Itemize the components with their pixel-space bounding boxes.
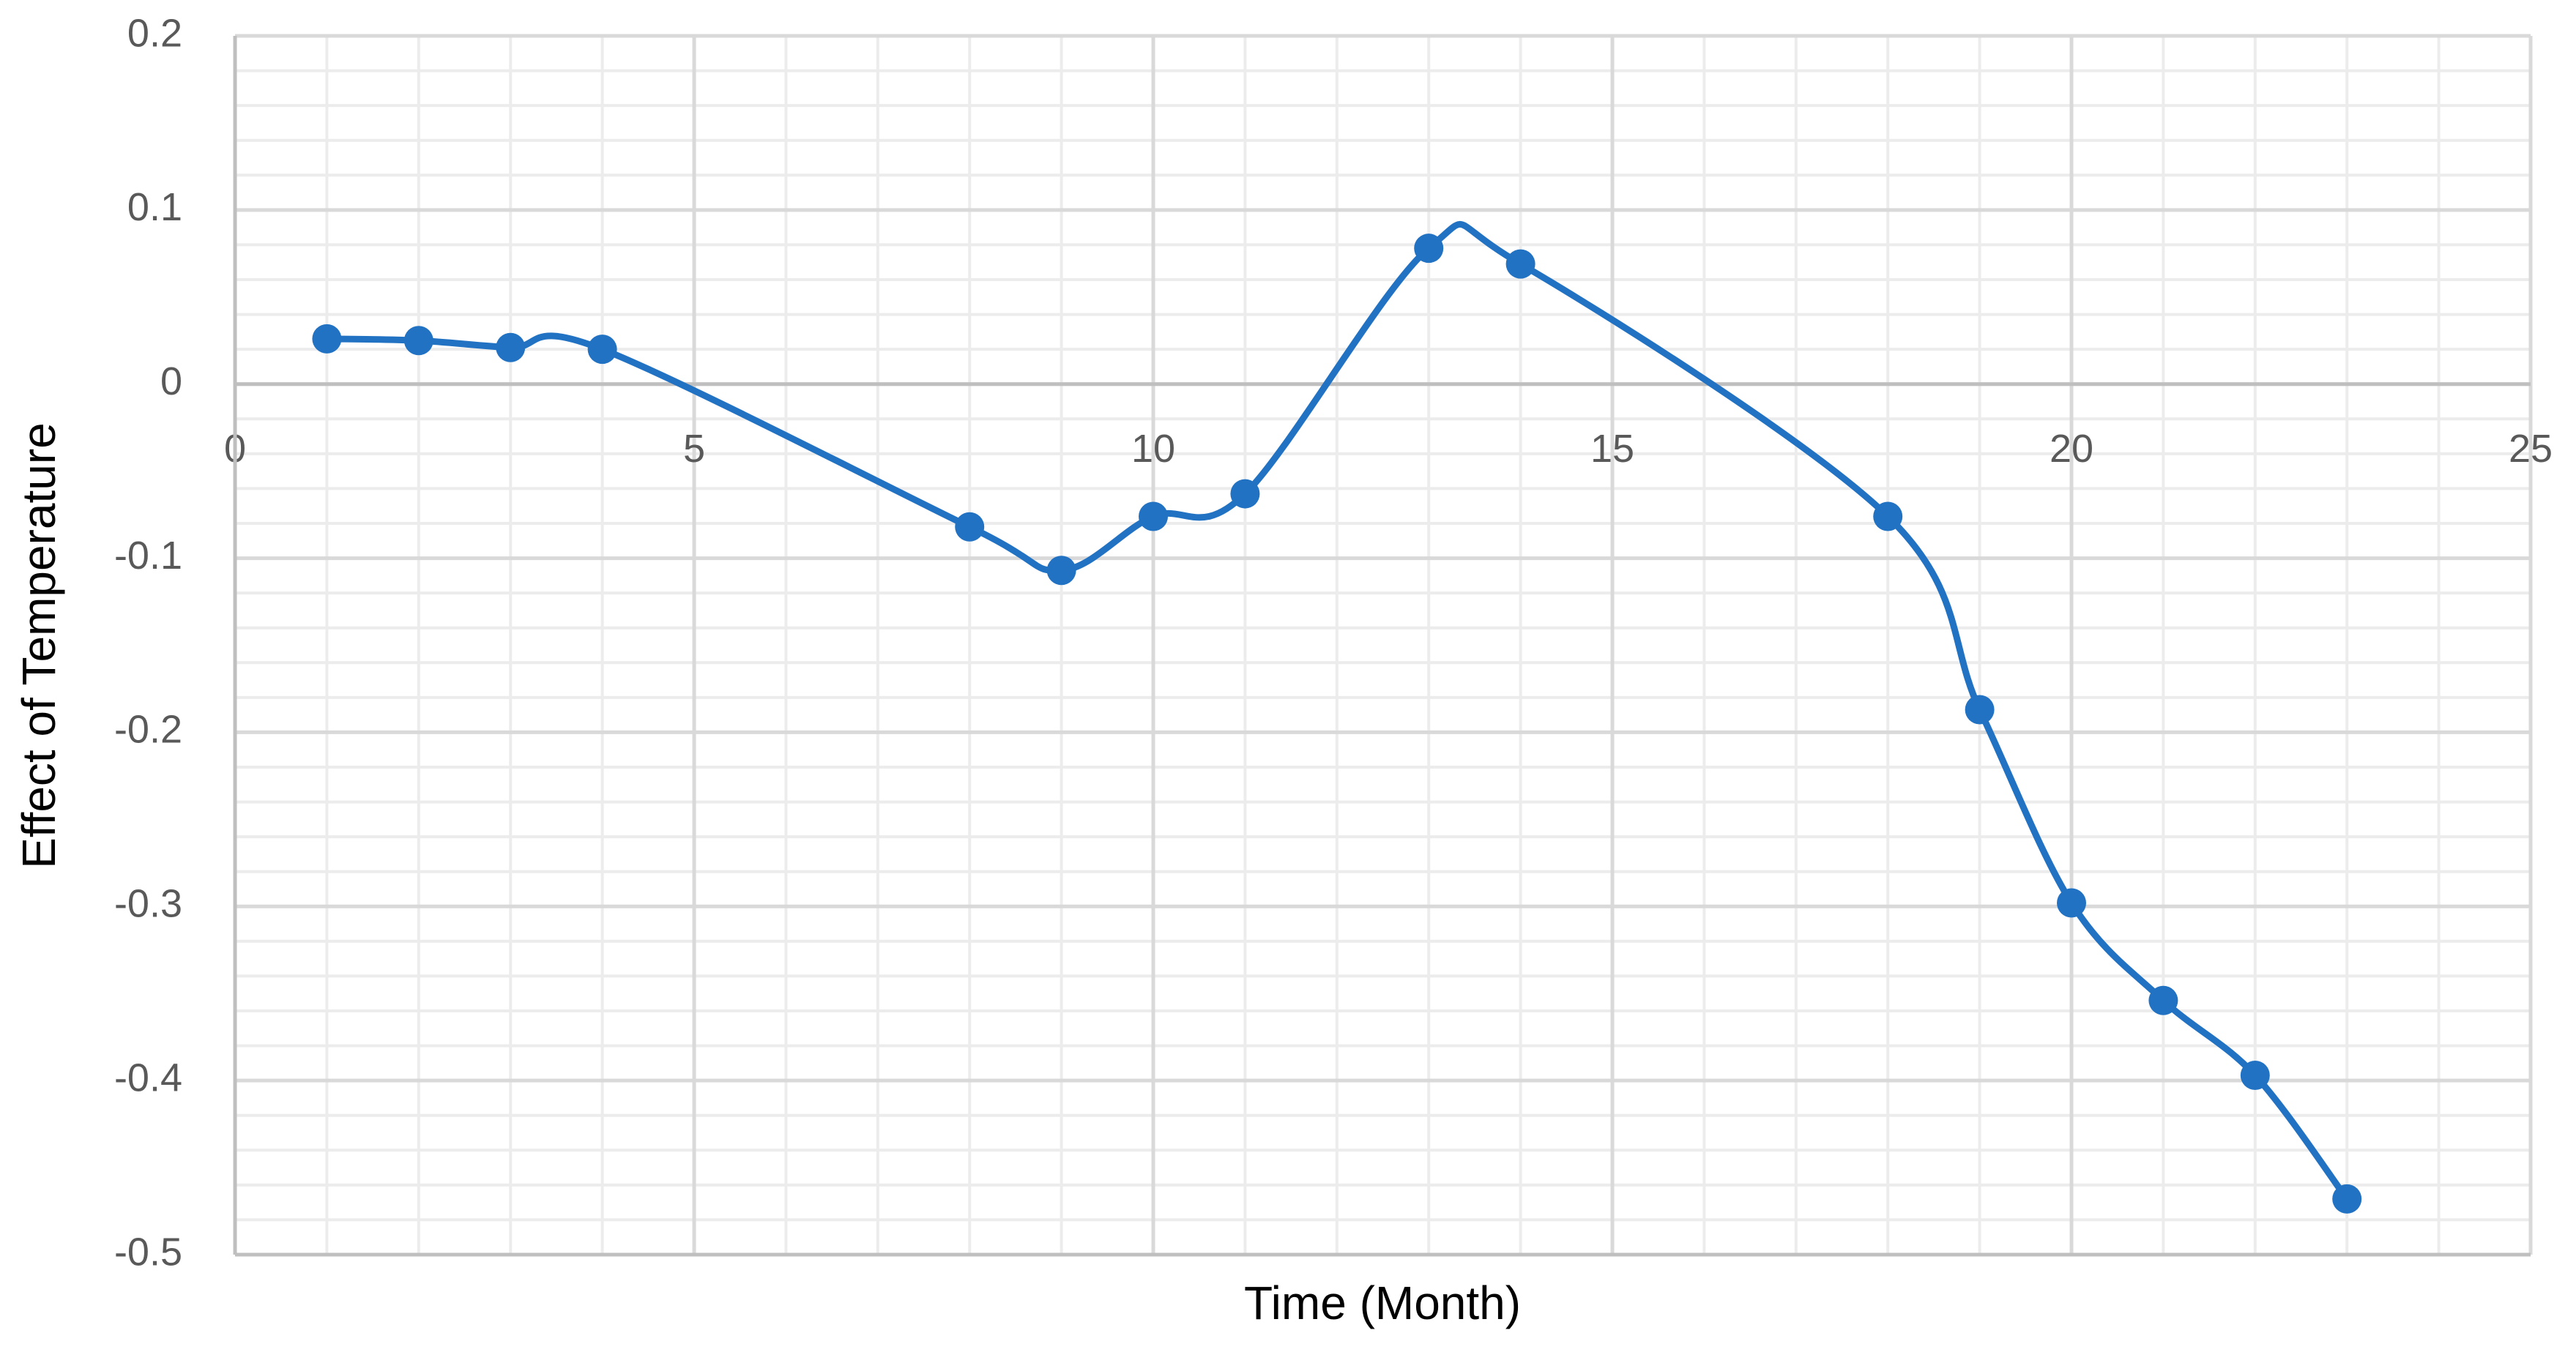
x-tick-label: 10 <box>1131 427 1175 471</box>
marker <box>1965 695 1995 725</box>
y-tick-label: -0.4 <box>114 1056 182 1099</box>
marker <box>955 512 985 542</box>
y-tick-label: -0.2 <box>114 708 182 752</box>
y-tick-label: 0.1 <box>127 185 182 229</box>
marker <box>403 326 433 356</box>
x-tick-label: 15 <box>1590 427 1634 471</box>
marker <box>1046 556 1076 586</box>
marker <box>2057 888 2086 918</box>
marker <box>2240 1061 2270 1091</box>
y-tick-label: -0.1 <box>114 534 182 578</box>
y-tick-label: 0.2 <box>127 11 182 55</box>
marker <box>1873 501 1903 531</box>
y-tick-label: 0 <box>160 359 182 403</box>
marker <box>1139 501 1168 531</box>
marker <box>587 335 617 365</box>
marker <box>2148 985 2178 1015</box>
y-axis-title: Effect of Temperature <box>12 422 65 869</box>
marker <box>312 324 342 354</box>
marker <box>496 332 526 362</box>
marker <box>1414 234 1444 264</box>
marker <box>1230 479 1260 509</box>
y-tick-label: -0.3 <box>114 882 182 926</box>
x-axis-title: Time (Month) <box>1244 1277 1521 1329</box>
y-tick-label: -0.5 <box>114 1230 182 1274</box>
x-tick-label: 20 <box>2050 427 2093 471</box>
x-tick-label: 25 <box>2509 427 2553 471</box>
x-tick-label: 5 <box>683 427 705 471</box>
marker <box>1505 249 1535 279</box>
marker <box>2332 1184 2362 1214</box>
